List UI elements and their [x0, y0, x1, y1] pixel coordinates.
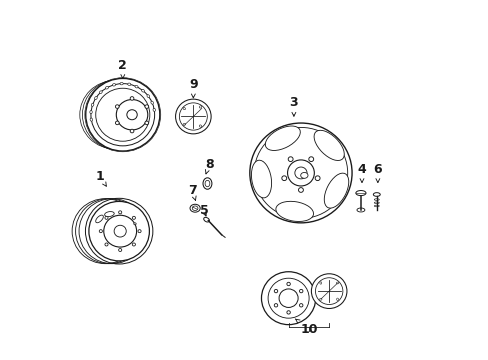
Ellipse shape: [274, 289, 277, 293]
Ellipse shape: [286, 311, 290, 314]
Ellipse shape: [99, 230, 102, 233]
Text: 7: 7: [187, 184, 196, 200]
Text: 1: 1: [95, 170, 106, 186]
Text: 6: 6: [373, 163, 382, 183]
Ellipse shape: [265, 126, 300, 150]
Ellipse shape: [336, 282, 338, 284]
Ellipse shape: [300, 172, 307, 178]
Ellipse shape: [311, 274, 346, 309]
Text: 4: 4: [357, 163, 366, 183]
Ellipse shape: [115, 121, 119, 125]
Ellipse shape: [90, 118, 92, 121]
Ellipse shape: [90, 111, 92, 114]
Ellipse shape: [114, 225, 126, 237]
Ellipse shape: [89, 202, 149, 261]
Ellipse shape: [151, 101, 153, 104]
Text: 2: 2: [118, 59, 127, 78]
Ellipse shape: [275, 201, 313, 221]
Text: 8: 8: [204, 158, 213, 174]
Ellipse shape: [287, 160, 314, 186]
Ellipse shape: [298, 188, 303, 192]
Ellipse shape: [96, 215, 103, 223]
Ellipse shape: [183, 107, 185, 110]
Text: 3: 3: [289, 96, 298, 116]
Ellipse shape: [105, 86, 108, 89]
Ellipse shape: [287, 157, 292, 162]
Ellipse shape: [315, 176, 320, 181]
Ellipse shape: [105, 243, 108, 246]
Ellipse shape: [249, 123, 351, 223]
Ellipse shape: [142, 89, 144, 92]
Ellipse shape: [373, 199, 379, 201]
Ellipse shape: [112, 84, 115, 86]
Ellipse shape: [373, 205, 379, 207]
Ellipse shape: [324, 173, 348, 208]
Ellipse shape: [373, 202, 379, 203]
Ellipse shape: [144, 105, 148, 108]
Ellipse shape: [203, 217, 209, 222]
Ellipse shape: [319, 298, 321, 300]
Ellipse shape: [94, 96, 97, 99]
Ellipse shape: [130, 129, 134, 133]
Ellipse shape: [175, 99, 211, 134]
Ellipse shape: [294, 167, 306, 179]
Ellipse shape: [286, 282, 290, 285]
Ellipse shape: [85, 78, 160, 151]
Ellipse shape: [319, 282, 321, 284]
Text: 5: 5: [199, 204, 208, 217]
Ellipse shape: [91, 103, 94, 106]
Ellipse shape: [251, 160, 271, 198]
Ellipse shape: [132, 243, 135, 246]
Ellipse shape: [356, 208, 364, 212]
Ellipse shape: [261, 272, 315, 325]
Ellipse shape: [373, 193, 380, 196]
Ellipse shape: [153, 108, 155, 112]
Ellipse shape: [119, 248, 122, 252]
Ellipse shape: [120, 82, 123, 85]
Ellipse shape: [99, 91, 102, 94]
Ellipse shape: [203, 178, 211, 189]
Ellipse shape: [192, 206, 198, 211]
Ellipse shape: [204, 180, 209, 187]
Ellipse shape: [274, 303, 277, 307]
Ellipse shape: [199, 125, 201, 127]
Ellipse shape: [299, 303, 302, 307]
Ellipse shape: [127, 83, 131, 85]
Ellipse shape: [355, 190, 365, 195]
Ellipse shape: [119, 211, 122, 214]
Text: 10: 10: [295, 319, 317, 336]
Ellipse shape: [299, 289, 302, 293]
Ellipse shape: [132, 216, 135, 219]
Ellipse shape: [199, 106, 201, 108]
Ellipse shape: [281, 176, 286, 181]
Ellipse shape: [126, 110, 137, 120]
Ellipse shape: [103, 215, 136, 247]
Ellipse shape: [308, 157, 313, 162]
Ellipse shape: [190, 204, 200, 212]
Ellipse shape: [279, 289, 298, 307]
Ellipse shape: [115, 105, 119, 108]
Ellipse shape: [144, 121, 148, 125]
Ellipse shape: [104, 212, 114, 217]
Ellipse shape: [313, 130, 344, 161]
Ellipse shape: [138, 230, 141, 233]
Ellipse shape: [105, 216, 108, 219]
Ellipse shape: [130, 96, 134, 100]
Text: 9: 9: [189, 78, 197, 98]
Ellipse shape: [116, 100, 147, 130]
Ellipse shape: [336, 298, 338, 301]
Ellipse shape: [147, 95, 149, 98]
Ellipse shape: [134, 223, 136, 225]
Ellipse shape: [135, 85, 138, 88]
Ellipse shape: [183, 123, 185, 126]
